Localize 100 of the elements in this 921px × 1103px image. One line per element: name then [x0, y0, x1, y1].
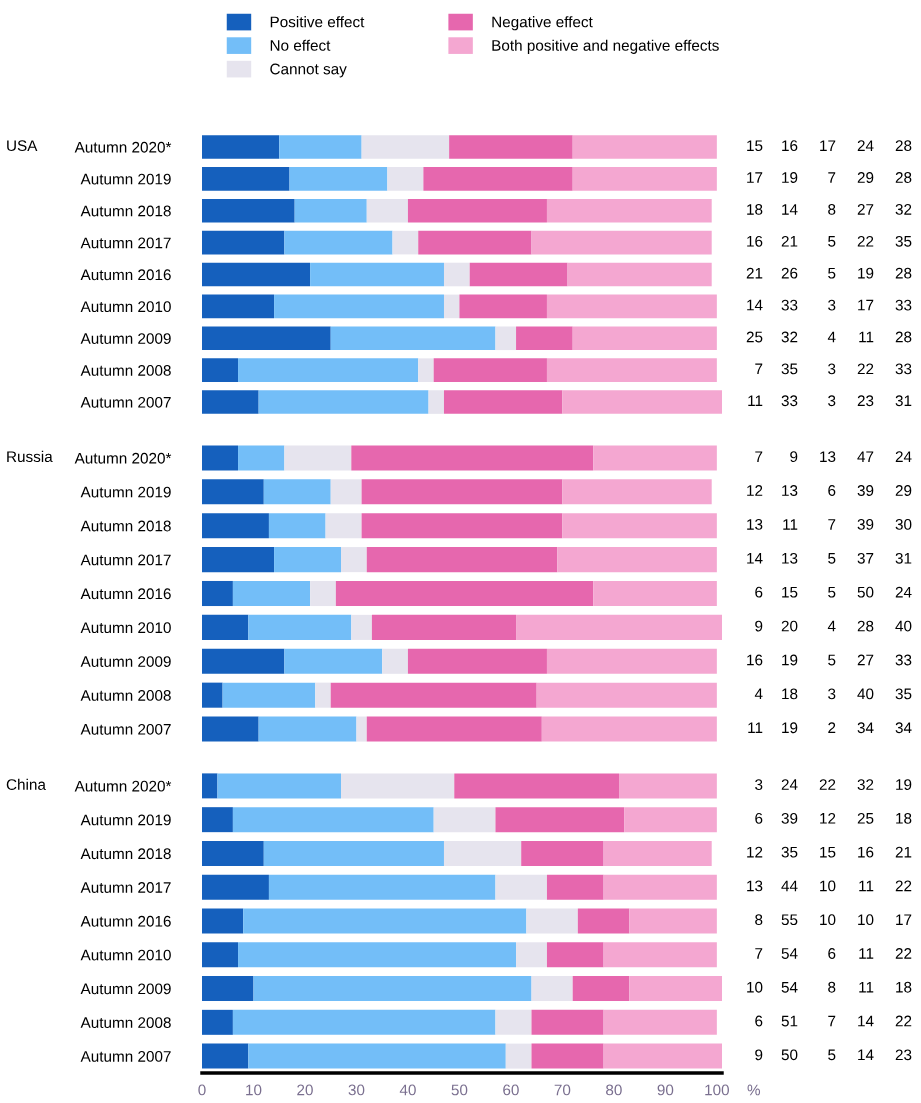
bar: [603, 942, 717, 968]
data-label: 21: [746, 267, 763, 279]
bar: [443, 262, 470, 287]
data-label: 27: [857, 654, 874, 666]
data-label: 4: [827, 331, 836, 343]
bar: [567, 262, 712, 287]
bar: [263, 479, 331, 505]
bar: [202, 1043, 249, 1069]
bar: [232, 580, 311, 607]
bar: [619, 773, 717, 799]
bar: [454, 773, 620, 799]
y-tick-label: Autumn 2016: [80, 269, 171, 281]
data-label: 5: [828, 654, 836, 666]
bar: [361, 479, 563, 505]
legend-label: Positive effect: [270, 16, 365, 28]
data-label: 12: [747, 846, 763, 858]
bar: [428, 390, 444, 414]
legend-label: Negative effect: [492, 16, 593, 31]
y-tick-label: Autumn 2010: [80, 949, 171, 961]
bar: [371, 614, 517, 640]
bar: [495, 874, 547, 900]
bar: [202, 580, 233, 607]
data-label: 14: [747, 299, 763, 311]
x-tick-label: 40: [399, 1084, 416, 1096]
data-label: 8: [755, 914, 763, 926]
data-label: 19: [782, 172, 798, 183]
data-label: 5: [828, 267, 836, 279]
y-tick-label: Autumn 2008: [80, 1017, 171, 1029]
y-tick-label: Autumn 2016: [80, 588, 171, 600]
data-label: 19: [896, 779, 912, 790]
bar: [202, 682, 223, 708]
bar: [202, 840, 264, 866]
data-label: 40: [895, 620, 912, 632]
data-label: 4: [754, 688, 763, 700]
y-tick-label: Autumn 2008: [80, 690, 171, 701]
bar: [433, 807, 496, 833]
bar: [572, 167, 717, 191]
data-label: 24: [895, 586, 912, 598]
bar: [202, 547, 275, 573]
data-label: 7: [828, 1015, 836, 1027]
data-label: 6: [755, 812, 763, 824]
data-label: 16: [747, 654, 763, 666]
bar: [546, 198, 712, 223]
data-label: 32: [895, 204, 912, 215]
bar: [202, 390, 259, 414]
bar: [546, 294, 717, 319]
data-label: 26: [781, 267, 798, 279]
bar: [330, 479, 362, 505]
bar: [202, 445, 239, 471]
bar: [603, 874, 717, 900]
data-label: 5: [828, 586, 836, 598]
bar: [202, 908, 244, 934]
bar: [202, 135, 280, 159]
bar: [546, 942, 604, 968]
data-label: 28: [895, 331, 912, 343]
x-tick-label: 10: [246, 1084, 262, 1096]
data-label: 6: [755, 1015, 763, 1027]
bar: [546, 648, 717, 674]
bar: [202, 167, 290, 191]
data-label: 17: [858, 299, 874, 311]
text: Russia: [7, 450, 53, 463]
data-label: 10: [747, 981, 763, 993]
data-label: 14: [858, 1015, 874, 1027]
bar: [443, 840, 522, 866]
data-label: 54: [781, 982, 798, 993]
data-label: 7: [828, 519, 836, 530]
data-label: 10: [820, 914, 836, 926]
bar: [572, 976, 630, 1002]
data-label: 34: [895, 722, 912, 734]
y-tick-label: Autumn 2017: [80, 882, 171, 893]
text: China: [6, 778, 46, 790]
data-label: 21: [781, 235, 798, 247]
data-label: 17: [747, 172, 763, 183]
y-tick-label: Autumn 2017: [80, 237, 171, 249]
data-label: 35: [781, 363, 798, 375]
data-label: 25: [746, 331, 763, 343]
bar: [202, 976, 254, 1002]
data-label: 35: [895, 688, 912, 700]
data-label: 19: [782, 722, 798, 734]
bar: [407, 648, 547, 674]
data-label: 11: [859, 948, 874, 959]
bar: [258, 390, 429, 414]
data-label: 18: [782, 688, 798, 700]
data-label: 7: [828, 172, 836, 183]
bar: [217, 773, 342, 799]
y-tick-label: Autumn 2007: [80, 1050, 171, 1062]
bar: [382, 648, 408, 674]
data-label: 35: [781, 846, 798, 858]
bar: [392, 230, 419, 255]
bar: [248, 1043, 506, 1069]
bar: [202, 230, 285, 255]
data-label: 23: [895, 1049, 912, 1061]
x-tick-label: 0: [198, 1084, 206, 1096]
bar: [572, 135, 717, 159]
bar: [202, 1009, 233, 1035]
data-label: 3: [828, 688, 836, 700]
x-tick-label: 20: [297, 1084, 313, 1096]
data-label: 13: [782, 552, 798, 564]
bar: [268, 874, 496, 900]
bar: [315, 682, 331, 708]
